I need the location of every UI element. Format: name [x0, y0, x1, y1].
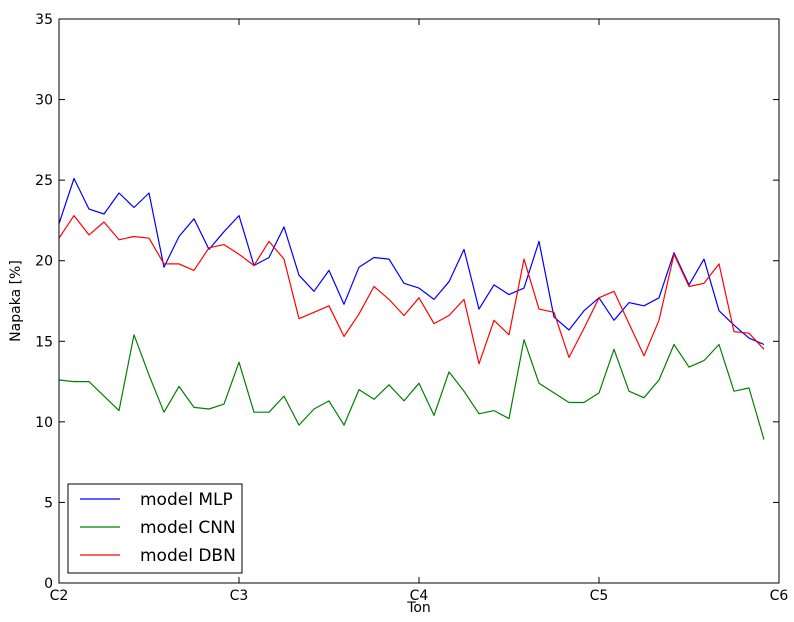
- series-line-3: [58, 215, 765, 365]
- y-tick-label: 25: [35, 173, 53, 189]
- y-tick-label: 30: [35, 93, 53, 109]
- y-axis-label: Napaka [%]: [8, 260, 24, 342]
- y-tick-label: 10: [35, 415, 53, 431]
- y-tick-label: 15: [35, 334, 53, 350]
- legend-label-2: model CNN: [140, 518, 236, 538]
- x-tick-label: C5: [590, 588, 609, 604]
- series-layer: [58, 177, 765, 440]
- series-line-2: [58, 334, 765, 440]
- x-tick-label: C3: [230, 588, 249, 604]
- x-axis-label: Ton: [406, 600, 431, 616]
- y-tick-label: 5: [44, 495, 53, 511]
- ticks-layer: C2 C3 C4 C5 C6 0 5 10 15 20 25 30 35: [35, 12, 788, 604]
- y-tick-label: 35: [35, 12, 53, 28]
- x-tick-label: C4: [410, 588, 429, 604]
- legend-label-3: model DBN: [140, 546, 236, 566]
- y-tick-label: 0: [44, 576, 53, 592]
- y-tick-label: 20: [35, 254, 53, 270]
- series-line-1: [58, 177, 765, 346]
- legend-label-1: model MLP: [140, 490, 233, 510]
- x-tick-label: C6: [770, 588, 789, 604]
- legend: model MLP model CNN model DBN: [67, 483, 243, 574]
- x-tick-label: C2: [50, 588, 69, 604]
